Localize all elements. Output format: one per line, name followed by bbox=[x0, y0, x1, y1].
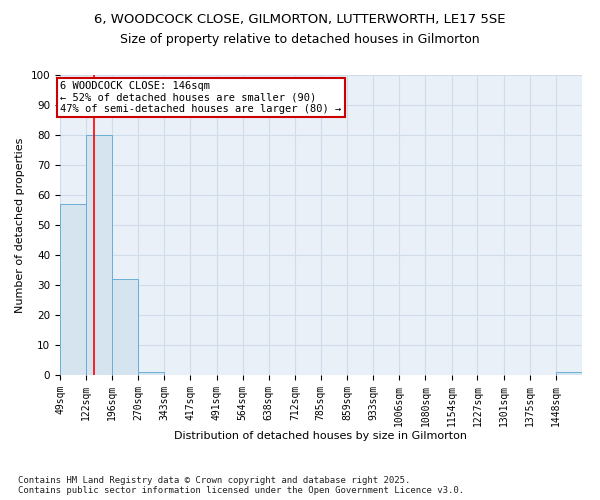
Text: Contains HM Land Registry data © Crown copyright and database right 2025.
Contai: Contains HM Land Registry data © Crown c… bbox=[18, 476, 464, 495]
Text: 6, WOODCOCK CLOSE, GILMORTON, LUTTERWORTH, LE17 5SE: 6, WOODCOCK CLOSE, GILMORTON, LUTTERWORT… bbox=[94, 12, 506, 26]
Y-axis label: Number of detached properties: Number of detached properties bbox=[15, 138, 25, 312]
Text: Size of property relative to detached houses in Gilmorton: Size of property relative to detached ho… bbox=[120, 32, 480, 46]
Bar bbox=[86, 135, 112, 375]
Bar bbox=[139, 372, 164, 375]
X-axis label: Distribution of detached houses by size in Gilmorton: Distribution of detached houses by size … bbox=[175, 432, 467, 442]
Bar bbox=[556, 372, 582, 375]
Bar bbox=[60, 204, 86, 375]
Text: 6 WOODCOCK CLOSE: 146sqm
← 52% of detached houses are smaller (90)
47% of semi-d: 6 WOODCOCK CLOSE: 146sqm ← 52% of detach… bbox=[61, 81, 341, 114]
Bar bbox=[112, 279, 139, 375]
